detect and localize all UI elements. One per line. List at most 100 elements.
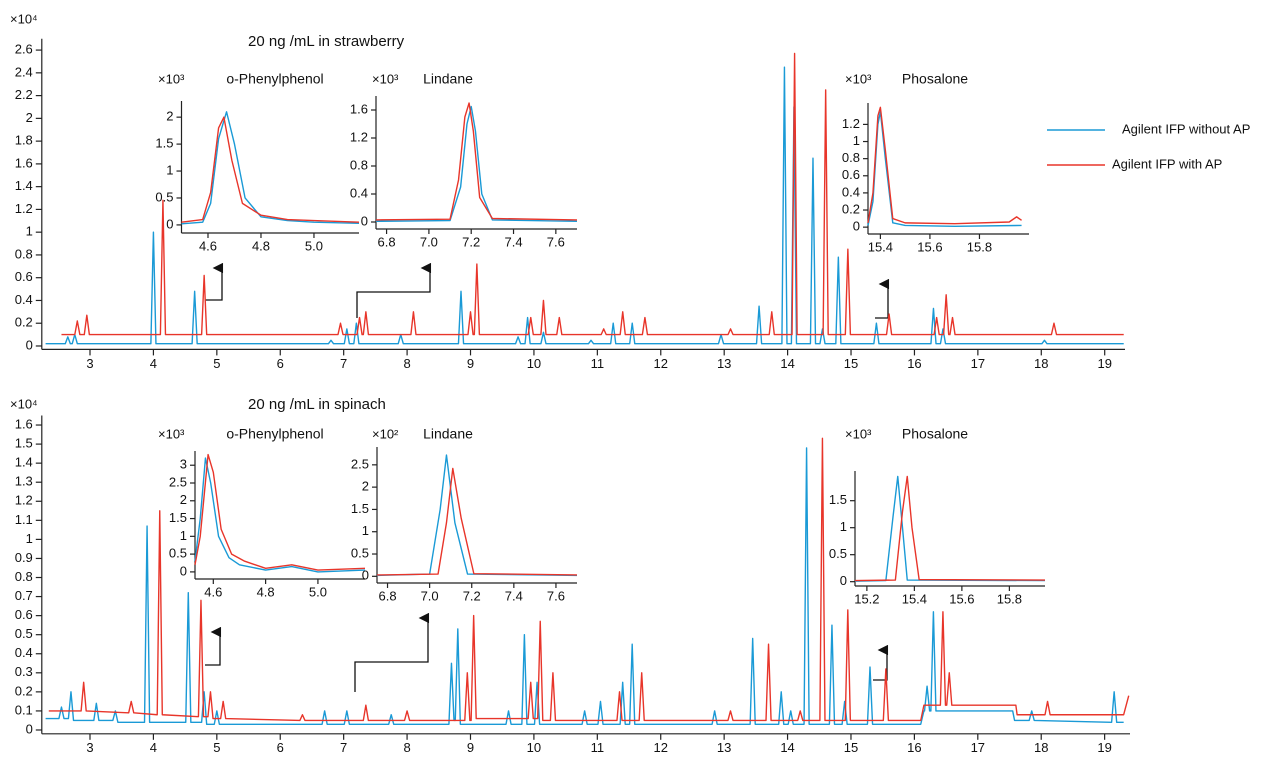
- x-tick-label: 3: [86, 356, 93, 371]
- x-tick-label: 12: [654, 356, 668, 371]
- x-tick-label: 9: [467, 356, 474, 371]
- y-tick-label: 1.1: [15, 512, 33, 527]
- axis-multiplier: ×10³: [845, 71, 872, 86]
- trace: [45, 447, 1124, 725]
- y-tick-label: 0.5: [829, 546, 847, 561]
- x-tick-label: 8: [403, 740, 410, 755]
- x-tick-label: 15.8: [997, 591, 1022, 606]
- x-tick-label: 7.2: [463, 588, 481, 603]
- trace: [376, 454, 578, 577]
- y-tick-label: 0.4: [350, 185, 368, 200]
- y-tick-label: 0.6: [15, 269, 33, 284]
- y-tick-label: 0.2: [842, 201, 860, 216]
- arrows: [205, 262, 890, 692]
- x-tick-label: 7.0: [421, 588, 439, 603]
- x-tick-label: 4.8: [257, 584, 275, 599]
- y-tick-label: 1.5: [155, 136, 173, 151]
- x-tick-label: 19: [1097, 740, 1111, 755]
- x-tick-label: 6.8: [378, 588, 396, 603]
- y-tick-label: 0.8: [350, 157, 368, 172]
- y-tick-label: 3: [180, 457, 187, 472]
- y-tick-label: 1: [26, 224, 33, 239]
- x-tick-label: 14: [780, 356, 794, 371]
- axis-multiplier: ×10⁴: [10, 11, 38, 26]
- y-tick-label: 0: [180, 563, 187, 578]
- y-tick-label: 2: [166, 109, 173, 124]
- x-tick-label: 7: [340, 740, 347, 755]
- x-tick-label: 6: [277, 356, 284, 371]
- y-tick-label: 2.4: [15, 64, 33, 79]
- trace: [375, 105, 578, 222]
- x-tick-label: 4.6: [199, 238, 217, 253]
- y-tick-label: 1: [362, 523, 369, 538]
- y-tick-label: 1.2: [842, 116, 860, 131]
- arrow: [205, 626, 222, 666]
- x-tick-label: 15.4: [868, 239, 893, 254]
- y-tick-label: 2.2: [15, 87, 33, 102]
- y-tick-label: 0: [840, 573, 847, 588]
- x-tick-label: 7.4: [505, 588, 523, 603]
- legend: Agilent IFP without AP Agilent IFP with …: [1047, 121, 1250, 171]
- axis-multiplier: ×10³: [845, 426, 872, 441]
- y-tick-label: 0.7: [15, 588, 33, 603]
- x-tick-label: 5.0: [305, 238, 323, 253]
- y-tick-label: 0.8: [842, 150, 860, 165]
- x-tick-label: 3: [86, 740, 93, 755]
- y-tick-label: 0.4: [15, 292, 33, 307]
- legend-label: Agilent IFP with AP: [1112, 156, 1222, 171]
- x-tick-label: 18: [1034, 740, 1048, 755]
- x-tick-label: 15.4: [902, 591, 927, 606]
- y-tick-label: 1.5: [829, 492, 847, 507]
- x-tick-label: 12: [653, 740, 667, 755]
- trace: [45, 66, 1124, 345]
- y-tick-label: 0.8: [15, 569, 33, 584]
- y-tick-label: 0: [26, 337, 33, 352]
- y-tick-label: 0: [166, 216, 173, 231]
- x-tick-label: 4.8: [252, 238, 270, 253]
- x-tick-label: 11: [591, 356, 605, 371]
- chart-title: Phosalone: [902, 426, 968, 442]
- trace: [854, 475, 1046, 582]
- trace: [375, 102, 578, 221]
- axis-multiplier: ×10³: [158, 71, 185, 86]
- y-tick-label: 0.6: [842, 167, 860, 182]
- y-tick-label: 0: [853, 219, 860, 234]
- x-tick-label: 15: [844, 356, 858, 371]
- chart-title: Lindane: [423, 71, 473, 87]
- y-tick-label: 0.5: [351, 545, 369, 560]
- trace: [194, 453, 366, 571]
- x-tick-label: 5: [213, 740, 220, 755]
- x-tick-label: 18: [1034, 356, 1048, 371]
- x-tick-label: 6: [277, 740, 284, 755]
- x-tick-label: 4: [150, 740, 157, 755]
- chart-title: o-Phenylphenol: [226, 71, 323, 87]
- y-tick-label: 1.4: [15, 178, 33, 193]
- x-tick-label: 10: [527, 740, 541, 755]
- y-tick-label: 0.9: [15, 550, 33, 565]
- y-tick-label: 1.2: [15, 201, 33, 216]
- x-tick-label: 17: [971, 356, 985, 371]
- x-tick-label: 7.2: [462, 234, 480, 249]
- y-tick-label: 1: [26, 531, 33, 546]
- y-tick-label: 0.4: [15, 645, 33, 660]
- x-tick-label: 5: [213, 356, 220, 371]
- arrow: [354, 612, 430, 692]
- y-tick-label: 1: [840, 519, 847, 534]
- y-tick-label: 1.4: [15, 455, 33, 470]
- y-tick-label: 2.6: [15, 42, 33, 57]
- x-tick-label: 5.0: [309, 584, 327, 599]
- axis-multiplier: ×10³: [372, 71, 399, 86]
- trace: [194, 457, 366, 573]
- x-tick-label: 15.6: [917, 239, 942, 254]
- arrow: [875, 278, 890, 319]
- x-tick-label: 8: [403, 356, 410, 371]
- y-tick-label: 0.5: [15, 626, 33, 641]
- y-tick-label: 2.5: [351, 456, 369, 471]
- y-tick-label: 0.5: [169, 546, 187, 561]
- y-tick-label: 2: [180, 492, 187, 507]
- y-tick-label: 0.4: [842, 184, 860, 199]
- axis-multiplier: ×10²: [372, 426, 399, 441]
- x-tick-label: 7.0: [420, 234, 438, 249]
- trace: [867, 106, 1022, 225]
- x-tick-label: 17: [971, 740, 985, 755]
